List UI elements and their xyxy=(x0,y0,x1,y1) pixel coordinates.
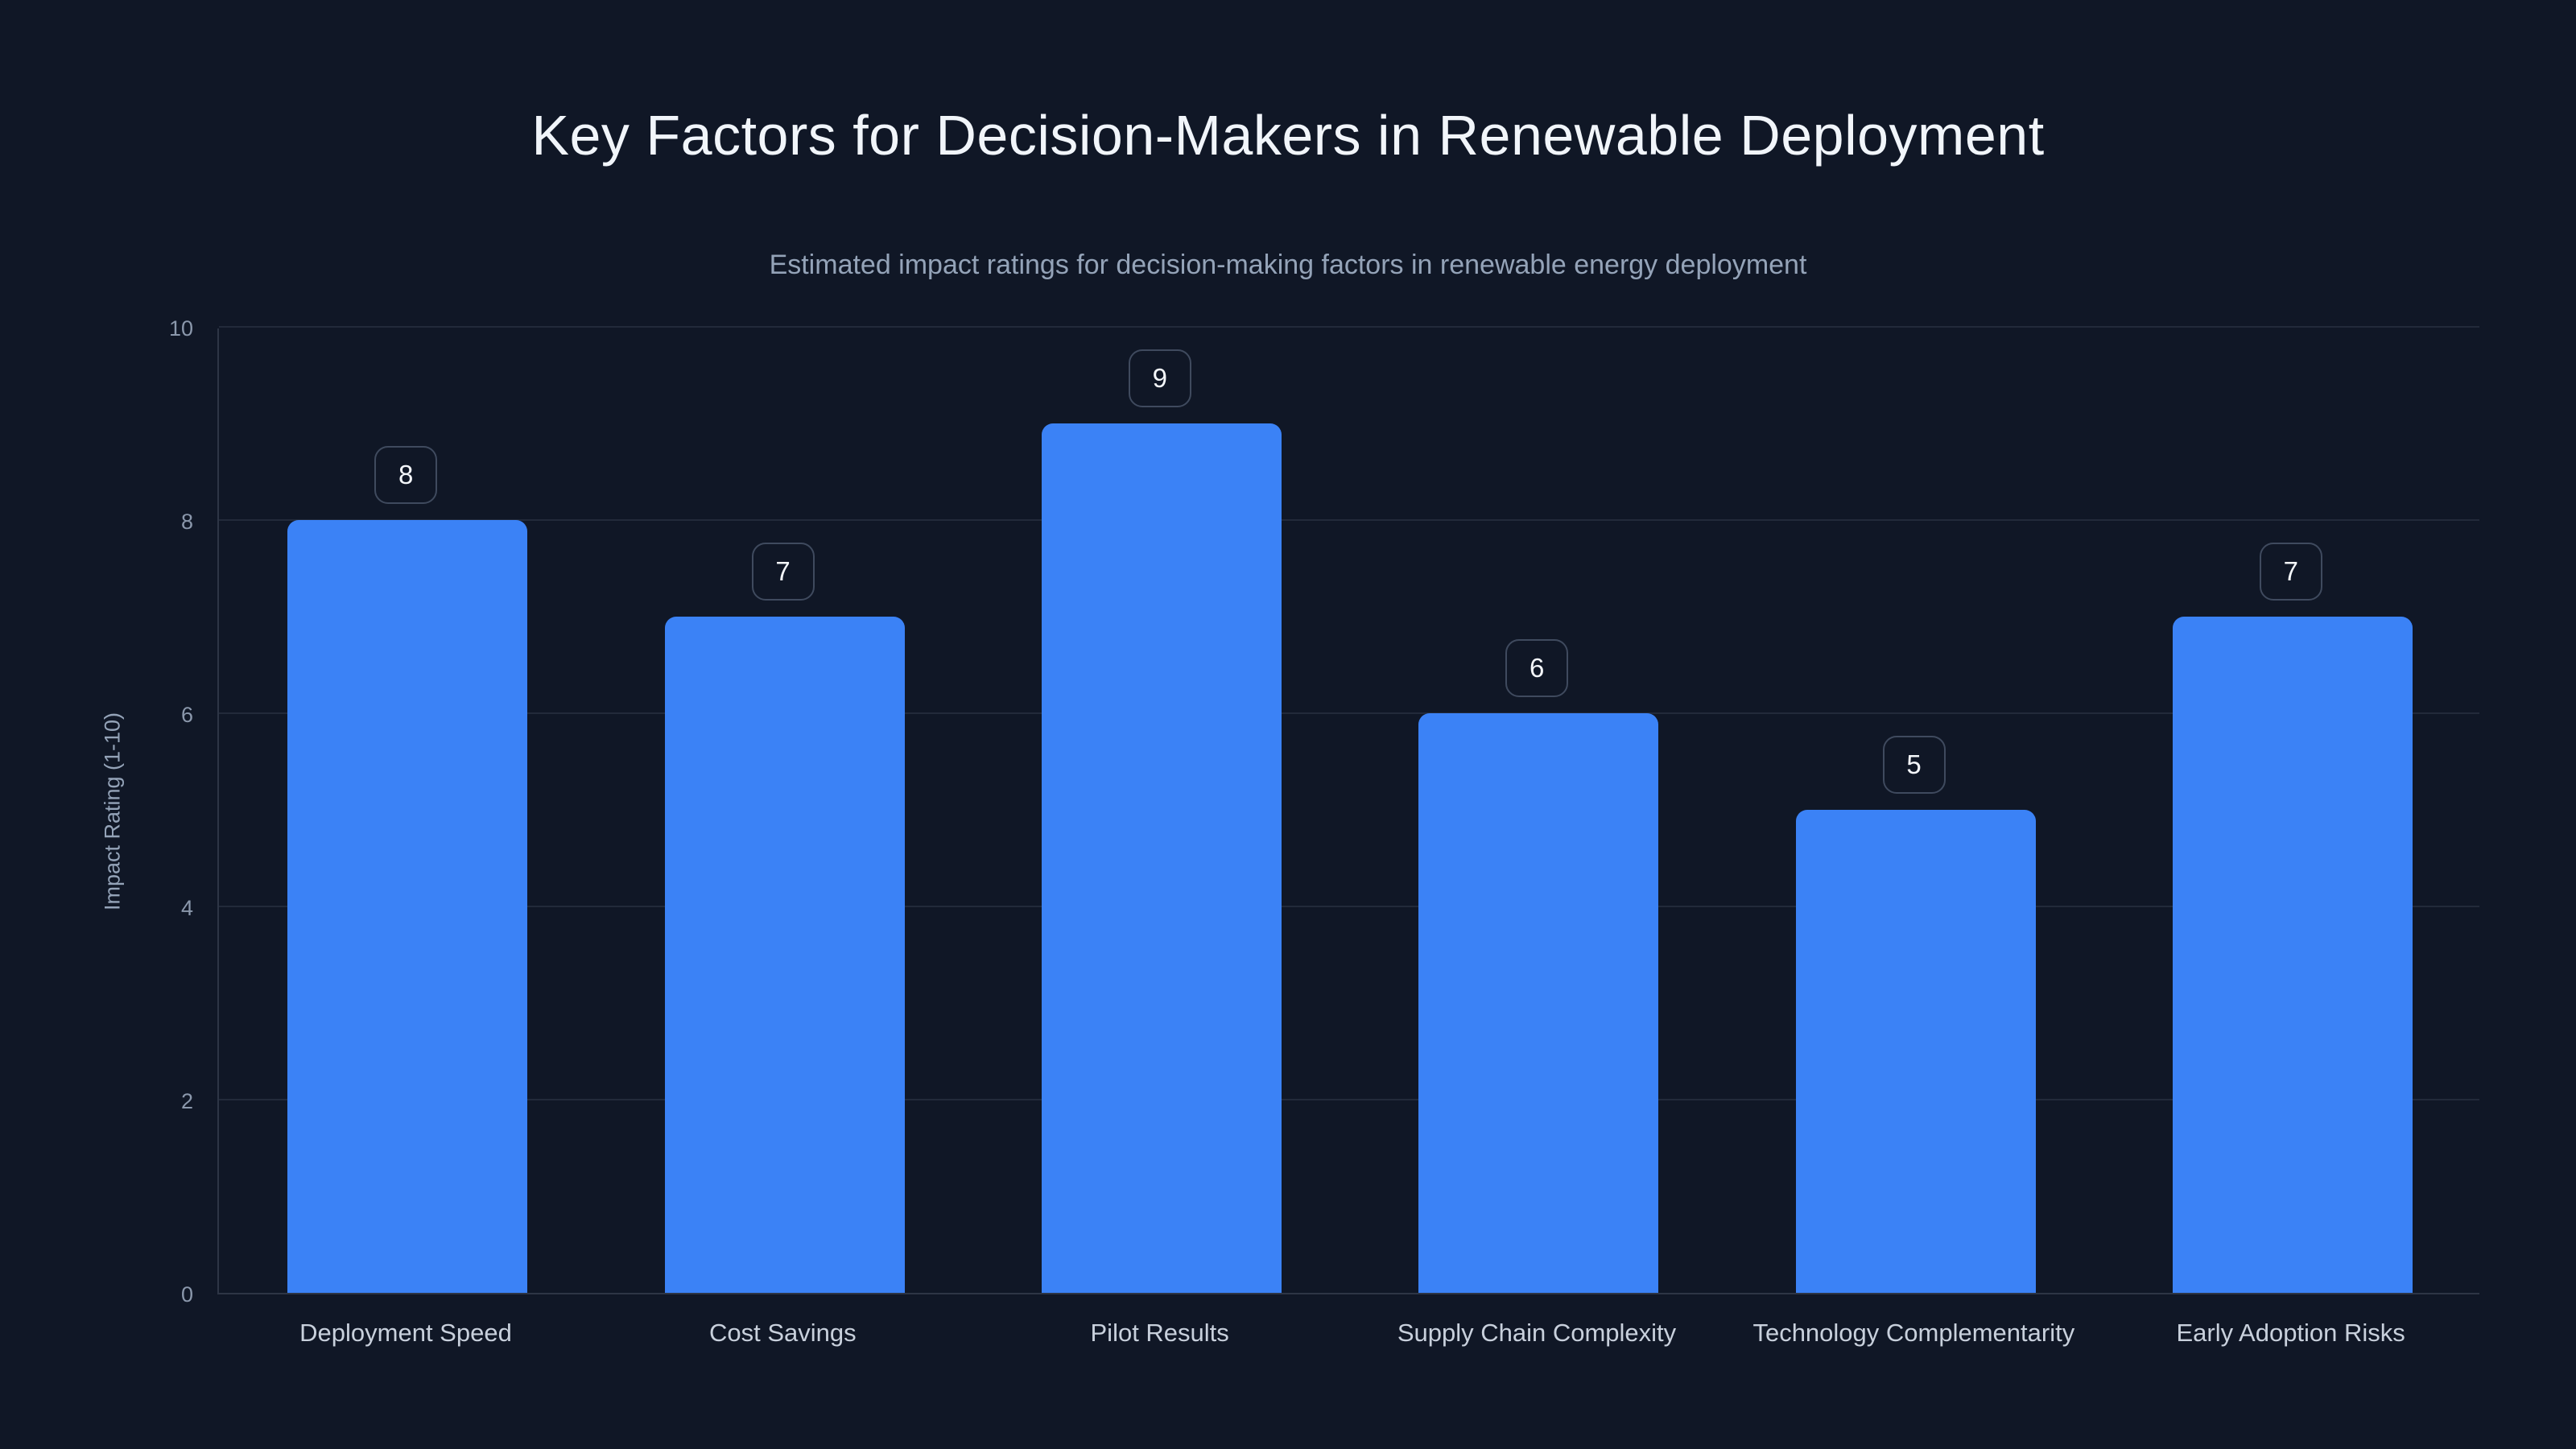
x-category-label: Pilot Results xyxy=(1090,1319,1229,1347)
plot-area xyxy=(217,326,2479,1294)
bar xyxy=(2172,617,2413,1293)
chart-title: Key Factors for Decision-Makers in Renew… xyxy=(531,104,2045,167)
y-tick-label: 10 xyxy=(168,316,193,341)
bar xyxy=(1041,423,1282,1293)
gridline xyxy=(219,326,2479,328)
bar-value-badge: 7 xyxy=(751,543,815,601)
gridline xyxy=(219,712,2479,714)
bar xyxy=(287,520,528,1293)
y-axis-label: Impact Rating (1-10) xyxy=(100,712,125,911)
y-tick-label: 2 xyxy=(180,1089,193,1113)
x-category-label: Deployment Speed xyxy=(299,1319,512,1347)
x-category-label: Technology Complementarity xyxy=(1752,1319,2075,1347)
gridline xyxy=(219,906,2479,907)
gridline xyxy=(219,1099,2479,1100)
bar-value-badge: 8 xyxy=(374,446,438,504)
chart-subtitle: Estimated impact ratings for decision-ma… xyxy=(769,250,1807,280)
gridline xyxy=(219,519,2479,521)
x-category-label: Cost Savings xyxy=(709,1319,857,1347)
bar xyxy=(664,617,905,1293)
bar-value-badge: 7 xyxy=(2259,543,2322,601)
bar-value-badge: 6 xyxy=(1505,639,1569,697)
bar xyxy=(1795,810,2036,1293)
bar xyxy=(1418,713,1659,1293)
x-category-label: Supply Chain Complexity xyxy=(1397,1319,1677,1347)
x-category-label: Early Adoption Risks xyxy=(2176,1319,2405,1347)
y-tick-label: 0 xyxy=(180,1282,193,1307)
y-tick-label: 8 xyxy=(180,510,193,534)
bar-value-badge: 5 xyxy=(1882,736,1946,794)
bar-value-badge: 9 xyxy=(1128,349,1191,407)
y-tick-label: 6 xyxy=(180,703,193,727)
y-tick-label: 4 xyxy=(180,896,193,920)
